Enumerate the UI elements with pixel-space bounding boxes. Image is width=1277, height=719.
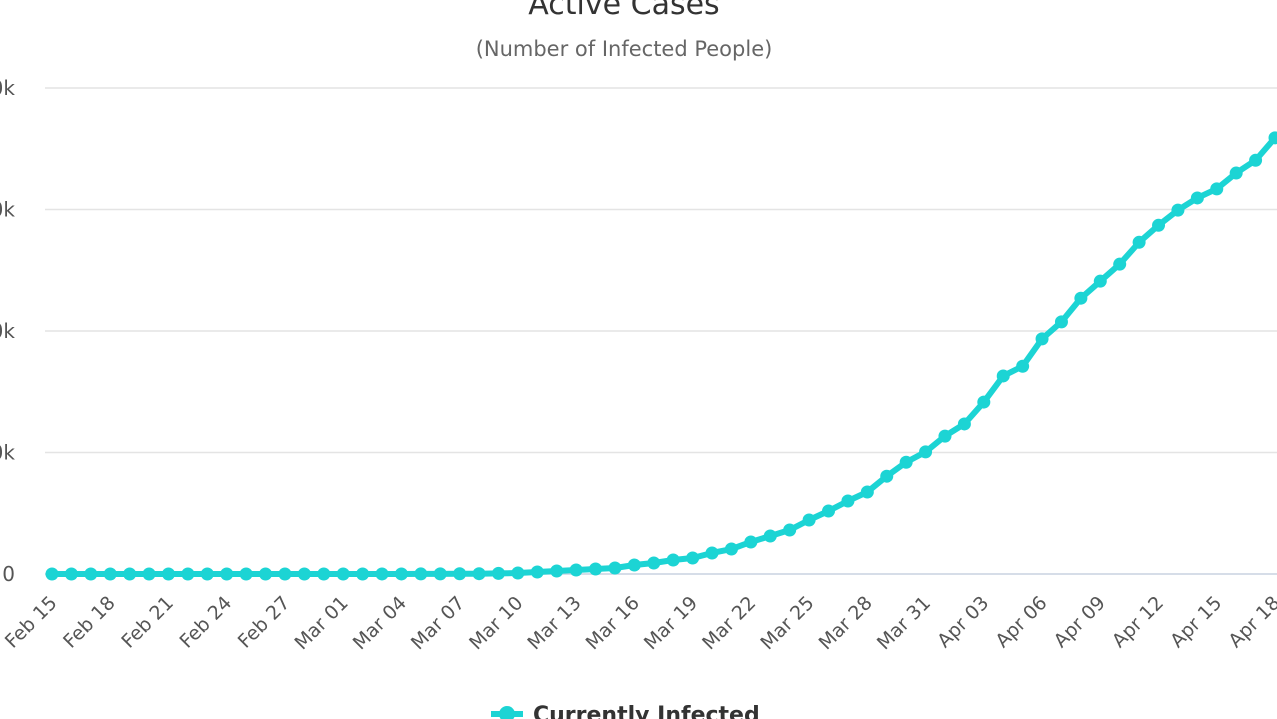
x-tick-label: Mar 19 (640, 592, 702, 654)
data-point (491, 566, 505, 580)
data-point (627, 558, 641, 572)
data-point (1132, 235, 1146, 249)
x-tick-label: Apr 06 (991, 592, 1051, 652)
data-point (647, 556, 661, 570)
data-point (1229, 166, 1243, 180)
data-point (239, 567, 253, 581)
data-point (1171, 203, 1185, 217)
x-tick-label: Mar 07 (407, 592, 469, 654)
data-point (220, 567, 234, 581)
data-point (433, 567, 447, 581)
data-point (783, 523, 797, 537)
data-point (919, 445, 933, 459)
data-point (394, 567, 408, 581)
data-point (860, 485, 874, 499)
data-point (1035, 332, 1049, 346)
chart-title: Active Cases (528, 0, 719, 22)
y-tick-label: 600k (0, 198, 15, 222)
data-point (472, 567, 486, 581)
x-tick-label: Mar 31 (873, 592, 935, 654)
data-point (744, 535, 758, 549)
data-point (142, 567, 156, 581)
data-point (511, 566, 525, 580)
x-tick-label: Apr 03 (933, 592, 993, 652)
data-point (880, 469, 894, 483)
data-point (608, 561, 622, 575)
data-point (64, 567, 78, 581)
x-tick-label: Feb 24 (176, 592, 237, 653)
data-point (1190, 191, 1204, 205)
data-point (686, 551, 700, 565)
x-tick-label: Apr 09 (1050, 592, 1110, 652)
data-point (1210, 182, 1224, 196)
chart-subtitle: (Number of Infected People) (476, 37, 773, 61)
x-tick-label: Mar 04 (349, 592, 411, 654)
data-point (1113, 257, 1127, 271)
data-point (414, 567, 428, 581)
data-point (589, 562, 603, 576)
data-point (317, 567, 331, 581)
data-point (822, 504, 836, 518)
x-tick-label: Mar 28 (815, 592, 877, 654)
y-tick-label: 0 (2, 562, 15, 586)
data-point (1054, 315, 1068, 329)
data-point (550, 564, 564, 578)
data-point (957, 417, 971, 431)
data-point (356, 567, 370, 581)
data-point (802, 513, 816, 527)
x-tick-label: Apr 18 (1224, 592, 1277, 652)
data-point (1268, 131, 1277, 145)
data-point (996, 369, 1010, 383)
data-point (977, 395, 991, 409)
series-line (52, 135, 1277, 577)
x-tick-label: Feb 18 (59, 592, 120, 653)
data-point (1074, 291, 1088, 305)
data-point (666, 553, 680, 567)
x-tick-label: Mar 10 (465, 592, 527, 654)
y-tick-label: 200k (0, 441, 15, 465)
data-point (453, 567, 467, 581)
data-point (278, 567, 292, 581)
x-tick-label: Feb 27 (234, 592, 295, 653)
data-point (899, 455, 913, 469)
data-point (259, 567, 273, 581)
x-tick-label: Mar 25 (756, 592, 818, 654)
data-point (938, 429, 952, 443)
data-point (103, 567, 117, 581)
legend-marker (499, 706, 515, 719)
x-tick-label: Apr 15 (1166, 592, 1226, 652)
y-tick-label: 400k (0, 319, 15, 343)
x-tick-label: Feb 15 (1, 592, 62, 653)
x-tick-label: Apr 12 (1108, 592, 1168, 652)
x-tick-label: Mar 01 (290, 592, 352, 654)
data-point (336, 567, 350, 581)
data-point (161, 567, 175, 581)
data-point (1093, 274, 1107, 288)
data-point (763, 529, 777, 543)
y-tick-label: 800k (0, 76, 15, 100)
x-tick-label: Mar 22 (698, 592, 760, 654)
x-tick-label: Mar 13 (523, 592, 585, 654)
data-point (375, 567, 389, 581)
x-tick-label: Mar 16 (582, 592, 644, 654)
data-point (1016, 359, 1030, 373)
data-point (84, 567, 98, 581)
data-point (200, 567, 214, 581)
data-point (530, 565, 544, 579)
data-point (1152, 218, 1166, 232)
data-point (1249, 153, 1263, 167)
data-point (841, 494, 855, 508)
data-point (123, 567, 137, 581)
data-point (181, 567, 195, 581)
data-point (297, 567, 311, 581)
data-point (705, 546, 719, 560)
data-point (569, 563, 583, 577)
data-point (724, 542, 738, 556)
legend-label: Currently Infected (533, 703, 760, 719)
data-point (45, 567, 59, 581)
x-tick-label: Feb 21 (117, 592, 178, 653)
